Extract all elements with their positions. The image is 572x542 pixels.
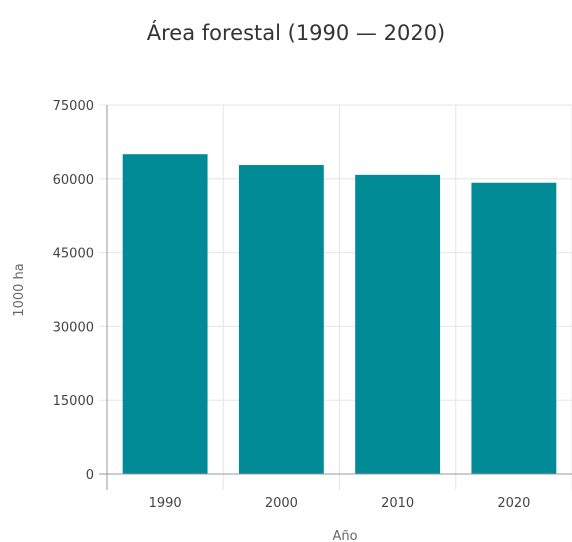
y-tick-label: 30000 bbox=[53, 320, 94, 335]
x-tick-label: 2010 bbox=[381, 496, 414, 511]
y-tick-label: 45000 bbox=[53, 247, 94, 262]
chart-title: Área forestal (1990 — 2020) bbox=[147, 20, 446, 45]
bars bbox=[122, 154, 557, 475]
y-tick-label: 15000 bbox=[53, 394, 94, 409]
y-tick-label: 60000 bbox=[53, 173, 94, 188]
bar-2000 bbox=[238, 165, 324, 475]
bar-2010 bbox=[355, 174, 441, 474]
x-tick-label: 1990 bbox=[149, 496, 182, 511]
x-tick-label: 2000 bbox=[265, 496, 298, 511]
y-tick-label: 0 bbox=[86, 468, 94, 483]
y-axis: 0 15000 30000 45000 60000 75000 bbox=[53, 99, 108, 490]
bar-1990 bbox=[122, 154, 208, 474]
y-axis-label: 1000 ha bbox=[12, 263, 27, 316]
x-axis-label: Año bbox=[332, 529, 357, 542]
y-tick-label: 75000 bbox=[53, 99, 94, 114]
x-axis: 1990 2000 2010 2020 bbox=[99, 473, 572, 511]
bar-2020 bbox=[471, 182, 557, 474]
x-tick-label: 2020 bbox=[497, 496, 530, 511]
